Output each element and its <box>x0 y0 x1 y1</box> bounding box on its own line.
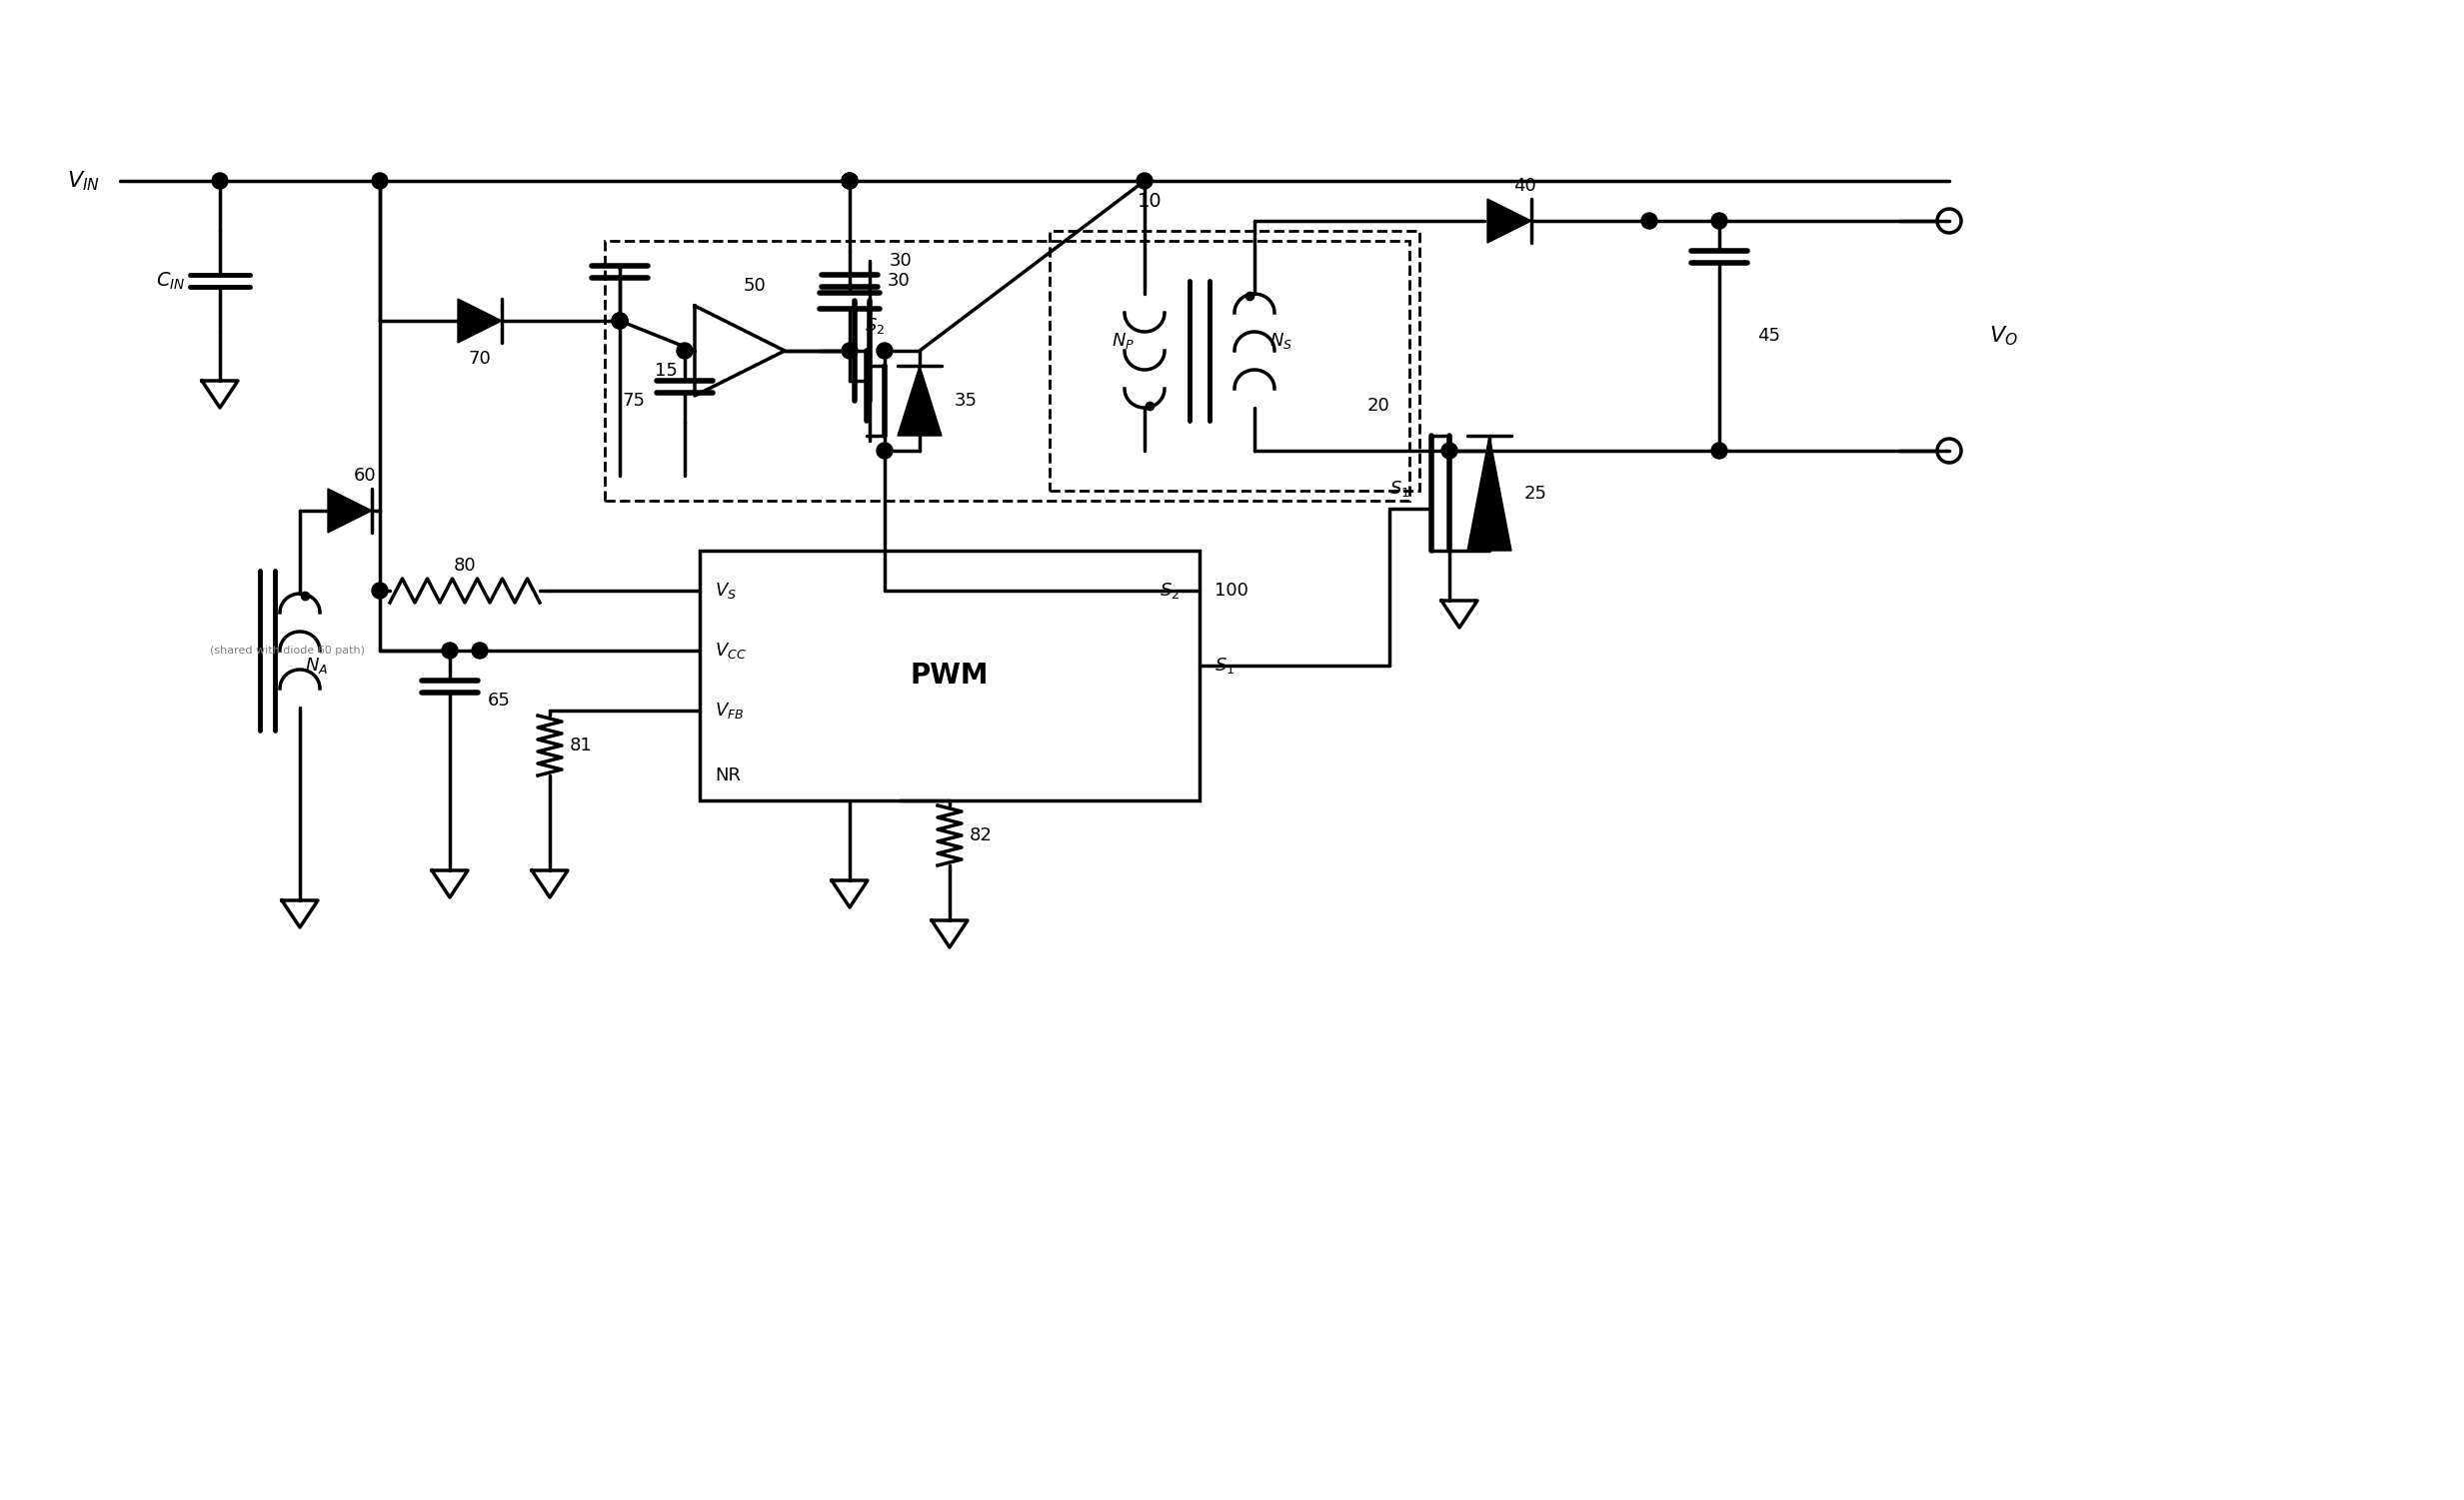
Text: $N_S$: $N_S$ <box>1269 332 1294 351</box>
Circle shape <box>1441 442 1456 459</box>
Circle shape <box>611 314 628 328</box>
Text: $S_2$: $S_2$ <box>1161 580 1180 600</box>
Text: (shared with diode 60 path): (shared with diode 60 path) <box>209 645 365 656</box>
Text: 45: 45 <box>1757 327 1781 345</box>
Polygon shape <box>897 366 941 435</box>
Circle shape <box>212 172 227 189</box>
Text: $V_{CC}$: $V_{CC}$ <box>715 640 747 660</box>
Text: 40: 40 <box>1513 177 1535 195</box>
Polygon shape <box>458 298 503 344</box>
Text: 30: 30 <box>890 252 912 270</box>
Text: $V_S$: $V_S$ <box>715 580 737 600</box>
Text: NR: NR <box>715 766 742 784</box>
Text: $C_{IN}$: $C_{IN}$ <box>155 270 185 291</box>
Text: 15: 15 <box>655 361 678 379</box>
Polygon shape <box>1488 200 1533 243</box>
Text: 100: 100 <box>1215 582 1249 600</box>
Circle shape <box>1136 172 1153 189</box>
Text: 65: 65 <box>488 692 510 709</box>
Text: 10: 10 <box>1138 192 1163 211</box>
Text: 82: 82 <box>971 826 993 844</box>
Text: 60: 60 <box>352 466 377 484</box>
Circle shape <box>372 582 387 598</box>
Circle shape <box>1641 213 1658 229</box>
Circle shape <box>1712 442 1727 459</box>
Circle shape <box>843 344 857 358</box>
Bar <box>1050 231 1419 490</box>
Text: 20: 20 <box>1368 396 1390 414</box>
Text: 50: 50 <box>744 278 766 296</box>
Text: 25: 25 <box>1525 484 1547 502</box>
Text: 70: 70 <box>468 350 490 368</box>
Bar <box>700 550 1200 801</box>
Text: 75: 75 <box>621 392 646 410</box>
Text: $S_1$: $S_1$ <box>1390 478 1409 498</box>
Circle shape <box>877 344 892 358</box>
Text: $V_{IN}$: $V_{IN}$ <box>67 170 101 192</box>
Text: 81: 81 <box>569 736 591 754</box>
Circle shape <box>1712 213 1727 229</box>
Circle shape <box>471 642 488 658</box>
Circle shape <box>441 642 458 658</box>
Text: $N_P$: $N_P$ <box>1111 332 1133 351</box>
Circle shape <box>678 344 692 358</box>
Circle shape <box>372 172 387 189</box>
Polygon shape <box>1469 435 1510 550</box>
Text: $V_O$: $V_O$ <box>1988 324 2018 348</box>
Circle shape <box>843 172 857 189</box>
Text: $V_{FB}$: $V_{FB}$ <box>715 700 744 720</box>
Text: 30: 30 <box>887 272 909 290</box>
Text: $S_1$: $S_1$ <box>1215 656 1234 675</box>
Text: $S_2$: $S_2$ <box>865 316 885 336</box>
Text: 80: 80 <box>453 556 476 574</box>
Circle shape <box>611 314 628 328</box>
Text: 35: 35 <box>954 392 978 410</box>
Circle shape <box>843 172 857 189</box>
Circle shape <box>877 442 892 459</box>
Polygon shape <box>328 489 372 532</box>
Text: PWM: PWM <box>909 662 988 690</box>
Text: $N_A$: $N_A$ <box>306 656 328 675</box>
